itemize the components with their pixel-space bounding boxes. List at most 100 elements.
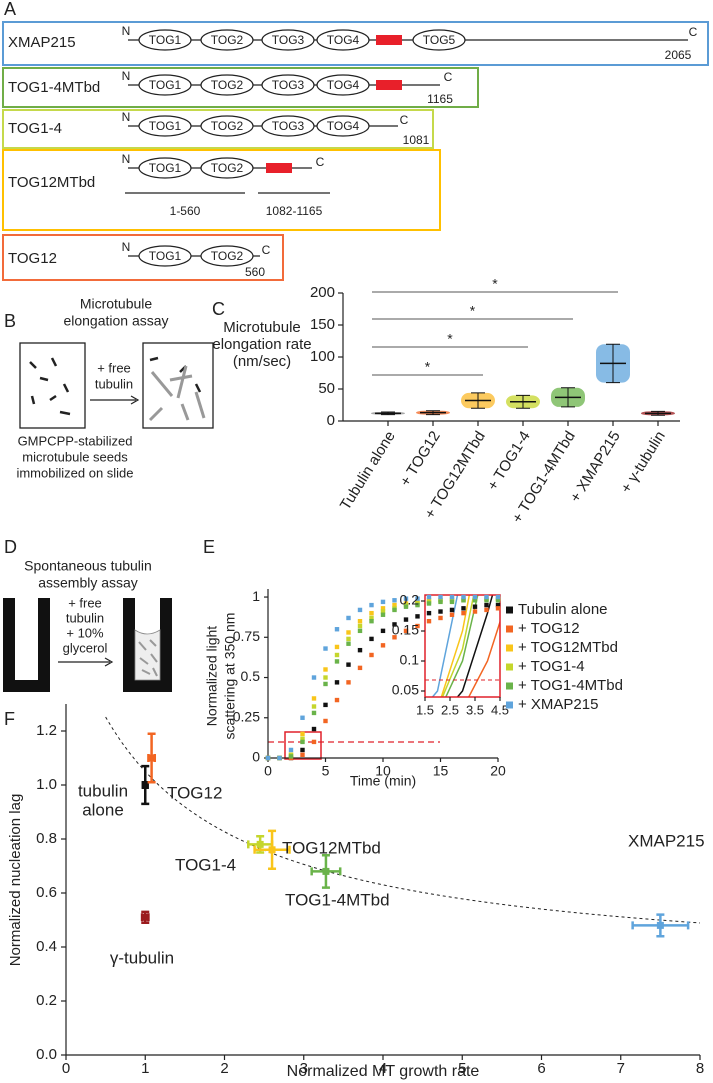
y-tick-label: 0 <box>327 412 335 429</box>
diagram-caption: GMPCPP-stabilized <box>18 433 133 448</box>
data-point <box>346 662 351 667</box>
data-point <box>346 630 351 635</box>
construct-length: 1081 <box>403 133 430 147</box>
legend-swatch <box>506 644 513 652</box>
x-tick-label: 3 <box>300 1060 308 1077</box>
data-point <box>357 647 363 653</box>
point-label: TOG12 <box>167 783 222 802</box>
data-point <box>415 614 420 619</box>
y-tick-label: 1 <box>252 588 260 604</box>
construct-length: 560 <box>245 265 265 279</box>
point-label: XMAP215 <box>628 831 705 850</box>
data-point <box>438 594 443 600</box>
data-point <box>141 781 149 789</box>
tog-domain <box>200 29 254 51</box>
tog-domain <box>138 157 192 179</box>
data-point <box>323 718 328 724</box>
diagram-caption: immobilized on slide <box>16 465 133 480</box>
data-point <box>415 602 420 608</box>
domain-label: TOG2 <box>211 249 244 263</box>
data-point <box>334 652 340 658</box>
cuvette-after <box>123 598 172 692</box>
inset-line <box>467 619 500 697</box>
n-terminus: N <box>122 240 131 254</box>
arrow-head <box>130 395 140 405</box>
c-terminus: C <box>444 70 453 84</box>
domain-label: TOG5 <box>423 33 456 47</box>
n-terminus: N <box>122 69 131 83</box>
y-axis-label: scattering at 350 nm <box>222 613 238 740</box>
data-point <box>495 602 501 608</box>
x-tick-label: 8 <box>696 1060 704 1077</box>
data-point <box>380 643 386 648</box>
data-point <box>426 594 432 600</box>
y-tick-label: 0.4 <box>36 938 57 955</box>
data-point <box>288 747 294 753</box>
x-tick-label: 5 <box>322 763 330 779</box>
inset-plot <box>431 595 500 697</box>
arrow-label: + free <box>97 360 131 375</box>
construct-name: TOG1-4MTbd <box>8 79 100 96</box>
domain-label: TOG2 <box>211 78 244 92</box>
data-point <box>300 752 305 757</box>
data-point <box>311 726 317 732</box>
data-point <box>357 623 363 629</box>
data-point <box>311 710 317 716</box>
y-tick-label: 100 <box>310 348 335 365</box>
x-axis-label: Time (min) <box>350 773 416 789</box>
data-point <box>369 610 374 616</box>
y-axis-label: (nm/sec) <box>233 353 291 370</box>
data-point <box>380 628 386 634</box>
domain-label: TOG1 <box>149 119 182 133</box>
y-tick-label: 1.0 <box>36 776 57 793</box>
tog-domain <box>261 115 315 137</box>
data-point <box>495 598 501 603</box>
data-point <box>495 594 501 600</box>
data-point <box>346 615 351 621</box>
y-axis-label: Normalized nucleation lag <box>7 794 24 967</box>
data-point <box>357 618 363 624</box>
tog-domain <box>316 115 370 137</box>
panel-label: D <box>4 537 17 557</box>
data-point <box>380 612 386 617</box>
data-point <box>277 755 282 761</box>
data-point <box>334 627 340 632</box>
data-point <box>392 622 397 627</box>
tog-domain <box>200 245 254 267</box>
data-point <box>323 681 328 687</box>
mt-binding-domain <box>376 80 402 90</box>
data-point <box>472 604 478 609</box>
x-tick-label: 6 <box>537 1060 545 1077</box>
data-point <box>323 667 328 672</box>
significance-star: * <box>425 359 431 375</box>
data-point <box>426 618 432 624</box>
domain-label: TOG3 <box>272 119 305 133</box>
data-point <box>392 598 397 603</box>
data-point <box>300 715 305 720</box>
data-point <box>346 636 351 642</box>
data-point <box>323 675 328 680</box>
tog-domain <box>200 115 254 137</box>
data-point <box>334 680 340 685</box>
data-point <box>256 840 264 848</box>
data-point <box>461 594 466 600</box>
tog-domain <box>138 115 192 137</box>
data-point <box>403 628 409 634</box>
data-point <box>392 635 397 640</box>
data-point <box>495 606 501 611</box>
mt-binding-domain <box>376 35 402 45</box>
data-point <box>369 618 374 624</box>
data-point <box>346 641 351 646</box>
data-point <box>148 754 156 762</box>
data-point <box>346 680 351 685</box>
data-point <box>322 867 330 875</box>
data-point <box>438 609 443 614</box>
cuvette-before <box>3 598 50 692</box>
x-tick-label: + TOG1-4 <box>484 428 534 493</box>
inset-y-tick-label: 0.15 <box>392 622 419 638</box>
n-terminus: N <box>122 152 131 166</box>
data-point <box>449 594 455 600</box>
data-point <box>426 610 432 616</box>
arrow-label: + 10% <box>66 625 104 640</box>
data-point <box>323 646 328 651</box>
